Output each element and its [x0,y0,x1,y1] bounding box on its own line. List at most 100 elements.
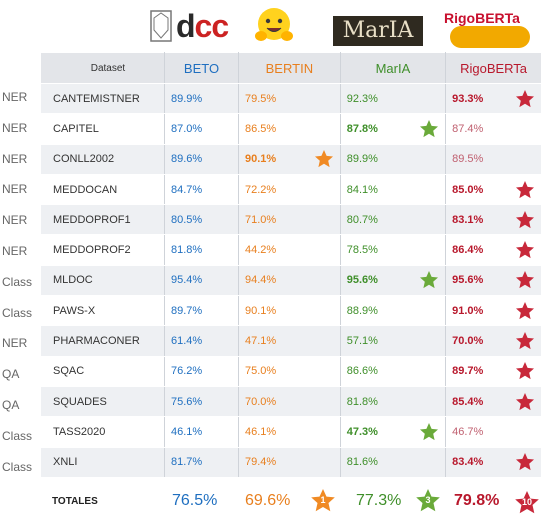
rigoberta-cell-text: 89.5% [452,153,484,166]
rigoberta-logo: RigoBERTa [440,6,540,48]
beto-cell-text: 95.4% [170,274,203,287]
best-score-star-icon [515,89,535,109]
task-label: NER [2,151,28,166]
maria-cell: 80.7% [339,204,447,236]
rigoberta-cell: 70.0% [445,325,542,357]
totals-maria: 77.3% [356,492,402,509]
best-score-star-icon [515,331,535,351]
dataset-cell: PAWS-X [40,295,165,327]
table-row: CANTEMISTNER 89.9% 79.5% 92.3% 93.3% [40,82,542,115]
beto-cell: 46.1% [163,416,240,448]
dataset-cell-text: MEDDOCAN [53,183,118,196]
bertin-cell-text: 90.1% [245,153,277,166]
rigoberta-cell: 83.1% [445,204,542,236]
university-crest-icon [150,10,172,42]
maria-cell: 57.1% [339,325,447,357]
best-score-star-icon [515,210,535,230]
rigoberta-cell: 93.3% [445,82,542,115]
maria-cell-text: 95.6% [346,274,378,287]
bertin-cell-text: 79.4% [245,456,277,469]
best-score-star-icon [314,149,334,169]
rigoberta-cell-text: 83.1% [452,213,484,226]
bertin-cell-text: 72.2% [245,183,277,196]
task-label: NER [2,90,28,104]
beto-cell-text: 80.5% [170,213,203,226]
best-score-star-icon [515,361,535,381]
best-score-star-icon [515,240,535,260]
rigoberta-cell-text: 87.4% [452,122,484,135]
dataset-cell: SQUADES [40,385,165,418]
bertin-cell: 47.1% [238,325,341,357]
dataset-cell: SQAC [40,355,165,387]
task-label: NER [2,213,28,228]
best-score-star-icon [515,301,535,321]
maria-cell-text: 84.1% [346,183,378,196]
maria-cell-text: 92.3% [346,92,378,105]
best-score-star-icon [419,270,439,290]
maria-cell: 89.9% [339,143,447,175]
bertin-cell-text: 86.5% [245,122,277,135]
table-row: XNLI 81.7% 79.4% 81.6% 83.4% [40,446,542,478]
maria-cell-text: 89.9% [346,153,378,166]
rigoberta-cell-text: 95.6% [452,274,484,287]
bertin-cell-text: 94.4% [245,274,277,287]
beto-cell: 87.0% [163,113,240,145]
rigoberta-cell-text: 85.0% [452,183,484,196]
hugging-face-logo [252,6,296,46]
dataset-cell: PHARMACONER [40,325,165,357]
rigoberta-cell-text: 86.4% [452,244,484,257]
totals-label: TOTALES [52,496,98,507]
dataset-cell: XNLI [40,446,165,478]
bertin-cell: 94.4% [238,264,341,297]
rigoberta-medal-icon: 10 [514,490,540,516]
beto-cell-text: 61.4% [170,335,203,348]
beto-cell: 76.2% [163,355,240,387]
dataset-cell-text: CANTEMISTNER [53,92,140,105]
task-label: Class [2,428,33,443]
bertin-cell-text: 70.0% [245,395,277,408]
dcc-logo: dcc [148,6,238,46]
rigoberta-cell: 83.4% [445,446,542,478]
hugging-face-icon [255,8,293,41]
dcc-logo-text-a: d [176,8,196,44]
bertin-cell-text: 75.0% [245,365,277,378]
bertin-cell-text: 47.1% [245,335,277,348]
beto-cell-text: 89.9% [170,92,203,105]
bertin-cell-text: 79.5% [245,92,277,105]
dataset-cell: CAPITEL [40,113,165,145]
table-row: MEDDOPROF2 81.8% 44.2% 78.5% 86.4% [40,234,542,266]
maria-cell-text: 87.8% [346,122,378,135]
header-dataset: Dataset [40,52,165,84]
bertin-medal-icon: 1 [310,488,336,514]
totals-rigoberta: 79.8% [454,492,500,509]
rigoberta-cell: 89.5% [445,143,542,175]
totals-beto: 76.5% [172,492,218,509]
maria-cell: 84.1% [339,173,447,206]
dataset-cell-text: TASS2020 [53,425,106,438]
task-label: NER [2,336,28,351]
dataset-cell: CONLL2002 [40,143,165,175]
task-label: NER [2,120,28,135]
task-label: Class [2,459,33,474]
table-row: CONLL2002 89.6% 90.1% 89.9% 89.5% [40,143,542,175]
maria-cell-text: 57.1% [346,335,378,348]
rigoberta-cell-text: 70.0% [452,335,484,348]
dataset-cell: CANTEMISTNER [40,82,165,115]
dataset-cell-text: MEDDOPROF1 [53,213,131,226]
beto-cell-text: 46.1% [170,425,203,438]
bertin-cell-text: 44.2% [245,244,277,257]
task-label: Class [2,274,33,289]
beto-cell: 89.6% [163,143,240,175]
beto-cell-text: 81.7% [170,456,203,469]
maria-cell: 86.6% [339,355,447,387]
maria-cell: 81.8% [339,385,447,418]
beto-cell: 61.4% [163,325,240,357]
maria-cell-text: 80.7% [346,213,378,226]
rigoberta-cell: 46.7% [445,416,542,448]
table-row: SQUADES 75.6% 70.0% 81.8% 85.4% [40,385,542,418]
best-score-star-icon [515,452,535,472]
table-row: MLDOC 95.4% 94.4% 95.6% 95.6% [40,264,542,297]
best-score-star-icon [515,270,535,290]
rigoberta-cell: 86.4% [445,234,542,266]
results-table: Dataset BETO BERTIN MarIA RigoBERTa CANT… [40,52,542,478]
